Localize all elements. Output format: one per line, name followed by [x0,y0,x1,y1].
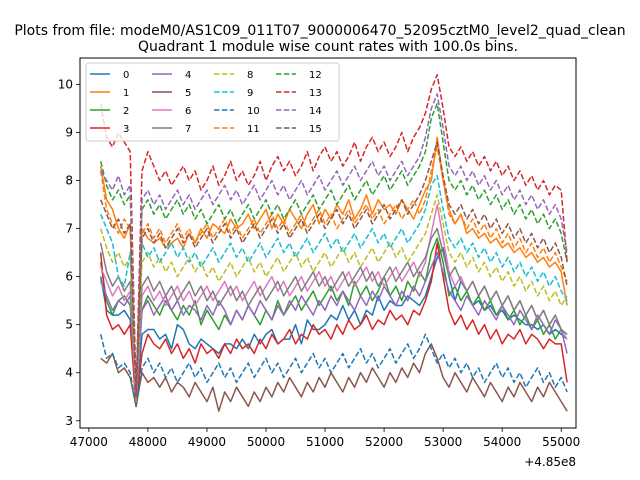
x-tick-label: 48000 [129,435,167,449]
legend-box [85,62,340,142]
series-line-11 [99,146,568,403]
series-line-3 [99,242,568,408]
series-line-13 [99,74,568,393]
legend-label-14: 14 [309,106,322,117]
y-tick-label: 10 [58,77,73,91]
plot-frame [79,57,577,429]
series-line-12 [99,102,568,393]
series-line-14 [100,93,568,398]
series-line-1 [99,136,568,398]
x-tick-label: 47000 [70,435,108,449]
y-tick-label: 7 [65,222,73,236]
x-tick-label: 51000 [306,435,344,449]
x-axis: 47000 48000 49000 50000 51000 52000 53000 54000… [70,428,580,449]
legend-label-0: 0 [123,70,129,81]
y-tick-label: 5 [65,318,73,332]
x-tick-label: 54000 [483,435,521,449]
legend-label-13: 13 [309,88,322,99]
chart-suptitle: Plots from file: modeM0/AS1C09_011T07_90… [14,23,625,39]
y-tick-label: 6 [65,270,73,284]
legend-label-7: 7 [185,124,191,135]
plot-lines [99,74,568,412]
y-tick-label: 9 [65,125,73,139]
series-line-15 [100,141,568,398]
x-tick-label: 49000 [188,435,226,449]
series-line-10 [99,333,568,408]
legend-label-1: 1 [123,88,129,99]
legend-label-5: 5 [185,88,191,99]
series-line-4 [100,251,568,403]
legend-label-8: 8 [247,70,253,81]
legend-label-12: 12 [309,70,322,81]
series-line-2 [99,237,568,403]
y-axis: 3 4 5 6 7 8 9 10 [58,77,80,428]
legend-label-6: 6 [185,106,191,117]
y-tick-label: 4 [65,366,73,380]
x-tick-label: 55000 [542,435,580,449]
legend-label-10: 10 [247,106,260,117]
chart-title: Quadrant 1 module wise count rates with … [138,39,518,55]
series-line-9 [100,174,568,398]
y-tick-label: 8 [65,174,73,188]
x-tick-label: 50000 [247,435,285,449]
series-line-7 [99,227,568,398]
legend-label-15: 15 [309,124,322,135]
legend-label-2: 2 [123,106,129,117]
series-line-8 [99,194,568,398]
y-tick-label: 3 [65,414,73,428]
series-line-5 [100,343,568,412]
x-tick-label: 53000 [424,435,462,449]
x-tick-label: 52000 [365,435,403,449]
series-line-0 [99,247,568,408]
legend-label-4: 4 [185,70,191,81]
legend-label-11: 11 [247,124,260,135]
x-offset-label: +4.85e8 [524,455,576,469]
legend-label-3: 3 [123,124,129,135]
legend-label-9: 9 [247,88,253,99]
